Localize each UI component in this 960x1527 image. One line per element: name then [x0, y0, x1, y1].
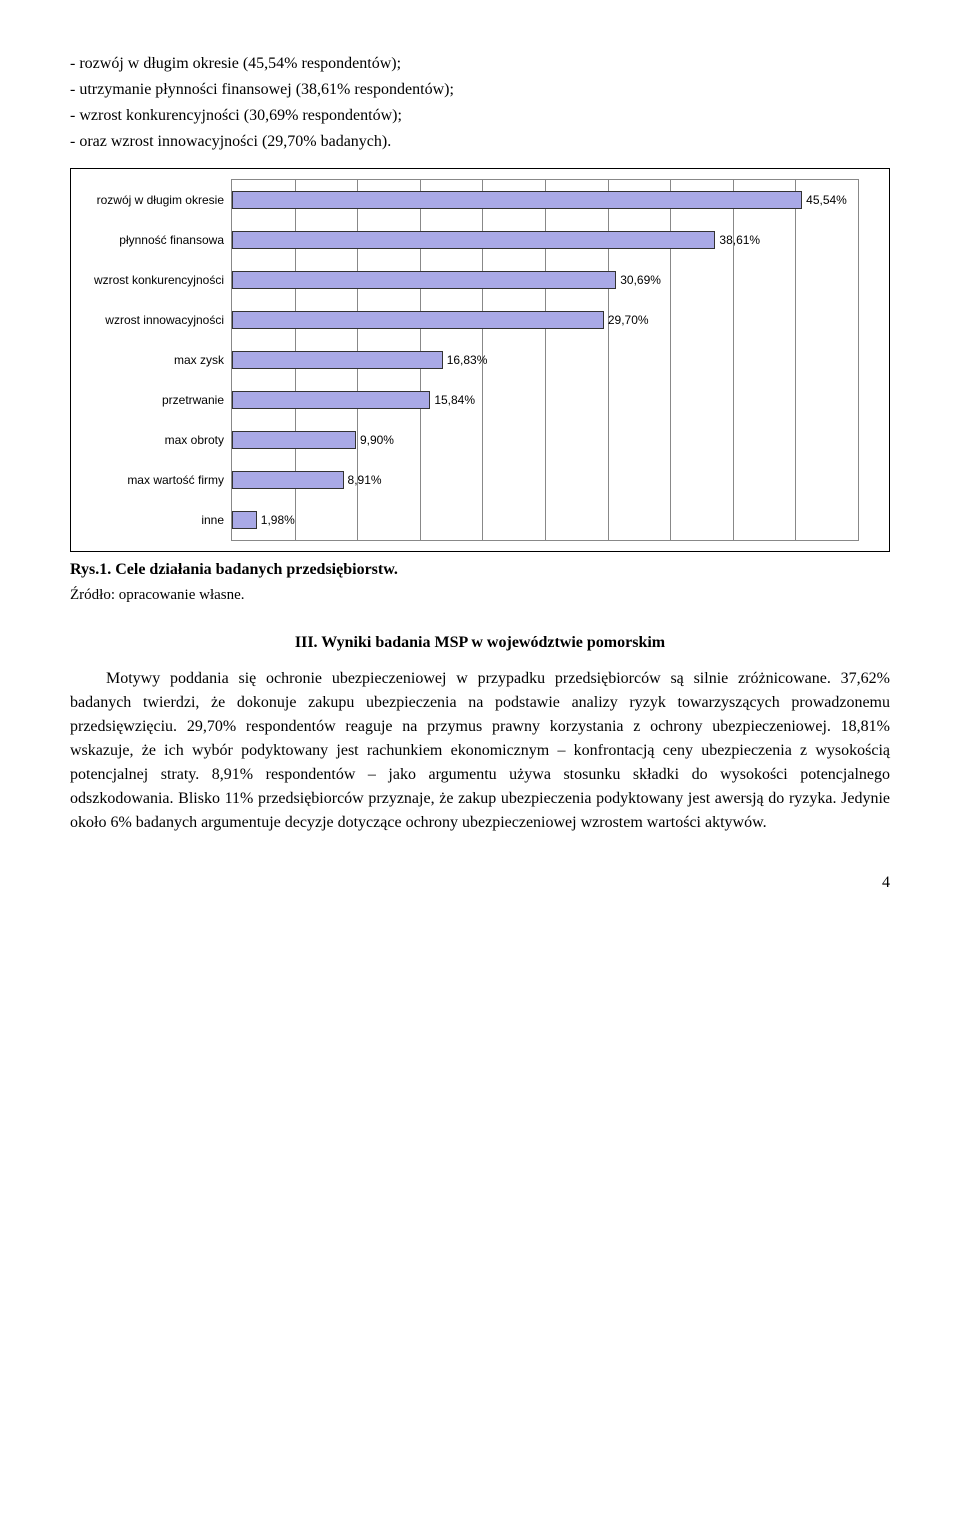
chart-category-label: wzrost innowacyjności — [74, 311, 232, 329]
chart-row: przetrwanie15,84% — [232, 391, 858, 409]
chart-row: wzrost konkurencyjności30,69% — [232, 271, 858, 289]
chart-row: wzrost innowacyjności29,70% — [232, 311, 858, 329]
bullet-item: - wzrost konkurencyjności (30,69% respon… — [70, 104, 890, 128]
chart-row: inne1,98% — [232, 511, 858, 529]
chart-category-label: max wartość firmy — [74, 471, 232, 489]
chart-row: max zysk16,83% — [232, 351, 858, 369]
chart-value-label: 45,54% — [802, 191, 847, 209]
chart-category-label: wzrost konkurencyjności — [74, 271, 232, 289]
chart-row: rozwój w długim okresie45,54% — [232, 191, 858, 209]
chart-value-label: 8,91% — [344, 471, 382, 489]
chart-category-label: max zysk — [74, 351, 232, 369]
chart-value-label: 1,98% — [257, 511, 295, 529]
chart-category-label: inne — [74, 511, 232, 529]
chart-value-label: 38,61% — [715, 231, 760, 249]
figure-source: Źródło: opracowanie własne. — [70, 584, 890, 607]
chart-value-label: 29,70% — [604, 311, 649, 329]
chart-category-label: płynność finansowa — [74, 231, 232, 249]
chart-bar — [232, 231, 715, 249]
chart-bar — [232, 191, 802, 209]
chart-plot-area: rozwój w długim okresie45,54% płynność fi… — [231, 179, 859, 541]
chart-bar — [232, 271, 616, 289]
chart-category-label: przetrwanie — [74, 391, 232, 409]
chart-value-label: 30,69% — [616, 271, 661, 289]
body-paragraph: Motywy poddania się ochronie ubezpieczen… — [70, 667, 890, 835]
chart-bar — [232, 351, 443, 369]
bullet-item: - rozwój w długim okresie (45,54% respon… — [70, 52, 890, 76]
figure-caption-text: Rys.1. Cele działania badanych przedsięb… — [70, 561, 398, 578]
chart-row: max wartość firmy8,91% — [232, 471, 858, 489]
chart-bar — [232, 311, 604, 329]
chart-category-label: rozwój w długim okresie — [74, 191, 232, 209]
bullet-item: - utrzymanie płynności finansowej (38,61… — [70, 78, 890, 102]
chart-row: płynność finansowa38,61% — [232, 231, 858, 249]
figure-caption: Rys.1. Cele działania badanych przedsięb… — [70, 558, 890, 582]
section-heading: III. Wyniki badania MSP w województwie p… — [70, 631, 890, 655]
chart-bar — [232, 511, 257, 529]
chart-bar — [232, 391, 430, 409]
chart-bar — [232, 431, 356, 449]
bullet-item: - oraz wzrost innowacyjności (29,70% bad… — [70, 130, 890, 154]
page-number: 4 — [70, 871, 890, 895]
chart-container: rozwój w długim okresie45,54%płynność fi… — [70, 168, 890, 552]
chart-gridline — [858, 180, 859, 540]
chart-value-label: 9,90% — [356, 431, 394, 449]
chart-value-label: 15,84% — [430, 391, 475, 409]
chart-value-label: 16,83% — [443, 351, 488, 369]
chart-row: max obroty9,90% — [232, 431, 858, 449]
chart-bar — [232, 471, 344, 489]
chart-category-label: max obroty — [74, 431, 232, 449]
bullet-list: - rozwój w długim okresie (45,54% respon… — [70, 52, 890, 154]
